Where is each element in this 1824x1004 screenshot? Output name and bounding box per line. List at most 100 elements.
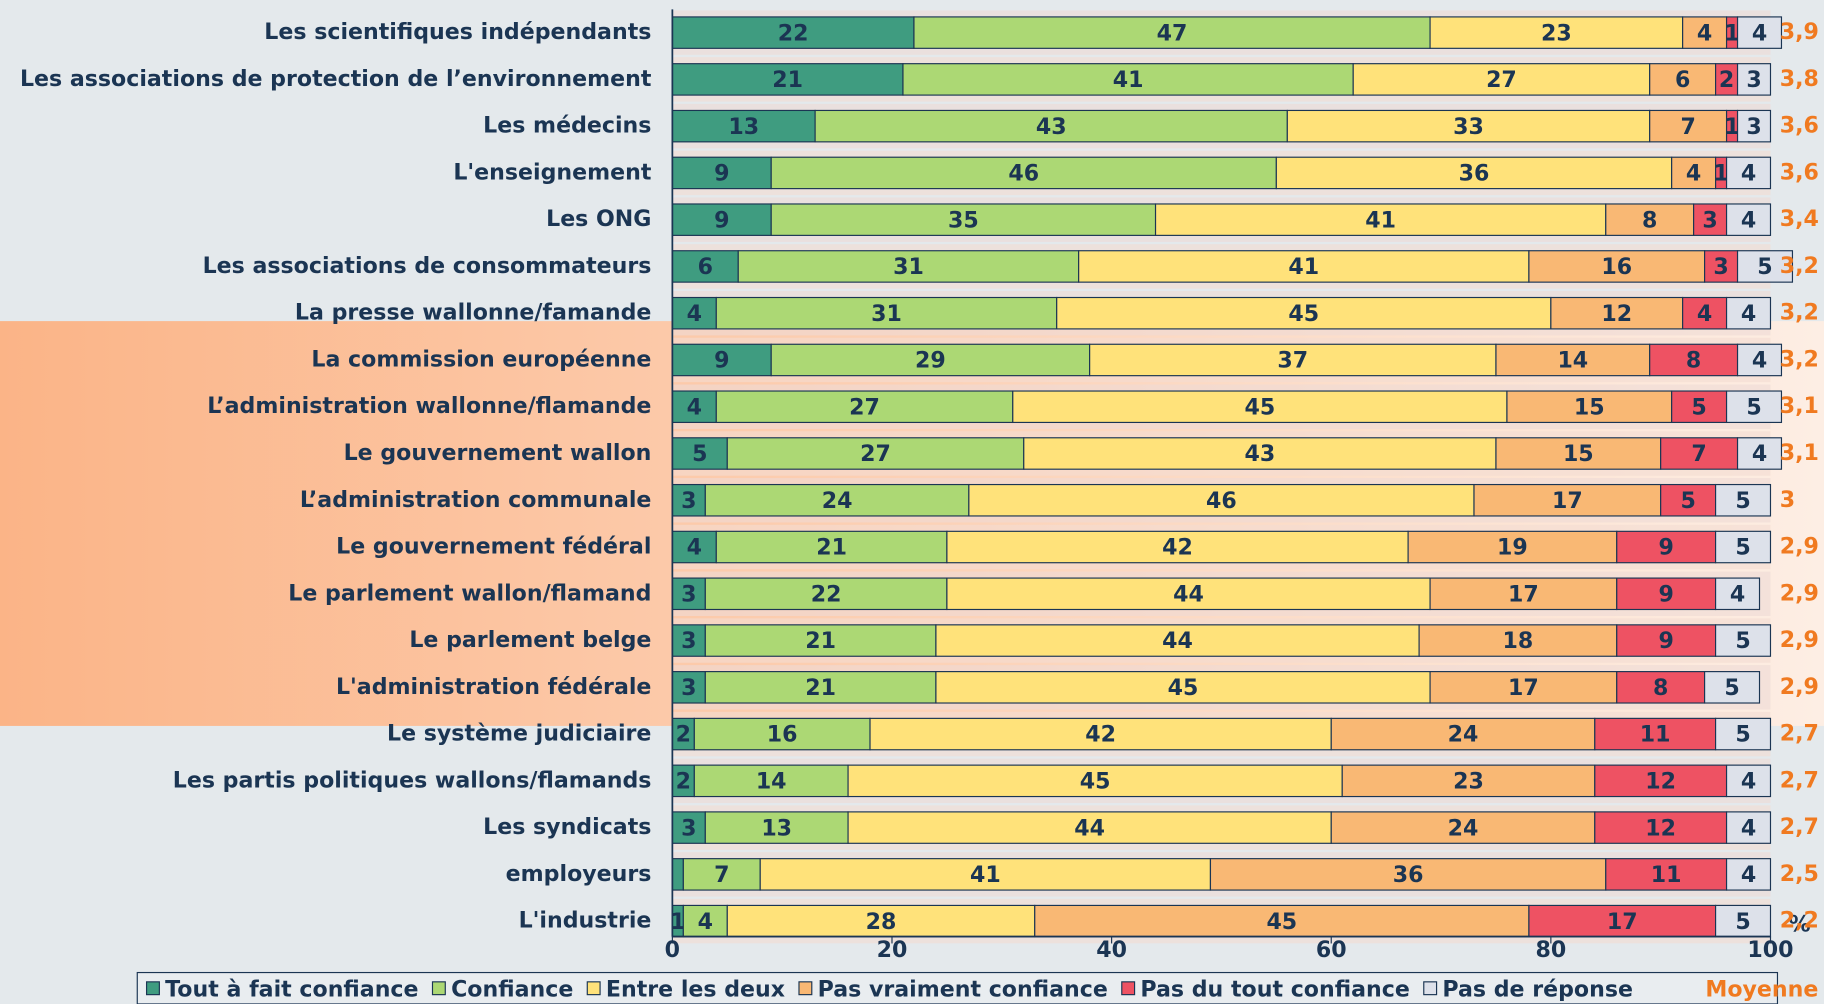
mean-label: 3,2 — [1780, 253, 1819, 279]
bar-label: 4 — [1741, 862, 1756, 888]
bar-segment — [1286, 109, 1651, 143]
bar-label: 3 — [1713, 254, 1728, 280]
bar-label: 3 — [1746, 114, 1761, 140]
bar-label: 45 — [1266, 909, 1297, 935]
bar-segment — [1725, 156, 1772, 190]
bar-label: 4 — [1741, 768, 1756, 794]
bar-segment — [1429, 16, 1684, 49]
bar-label: 5 — [1735, 909, 1750, 935]
bar-segment — [1660, 483, 1717, 517]
bar-label: 4 — [1741, 301, 1756, 327]
bar-segment — [1330, 717, 1596, 751]
bar-label: 3 — [1702, 207, 1717, 233]
bar-label: 1 — [1724, 114, 1739, 140]
legend-swatch — [431, 981, 446, 996]
category-label: Le système judiciaire — [387, 721, 651, 747]
bar-segment — [1605, 858, 1728, 891]
bar-label: 45 — [1080, 768, 1111, 794]
bar-label: 3 — [681, 581, 696, 607]
bar-segment — [1418, 624, 1618, 657]
category-label: La commission européenne — [311, 346, 651, 372]
bar-label: 1 — [670, 909, 685, 935]
bar-label: 45 — [1244, 394, 1275, 420]
mean-label: 3,2 — [1780, 346, 1819, 372]
bar-segment — [946, 530, 1409, 564]
bar-segment — [1528, 250, 1706, 283]
bar-segment — [1407, 530, 1618, 564]
mean-label: 3,6 — [1780, 113, 1819, 139]
bar-segment — [1550, 296, 1684, 330]
bar-label: 46 — [1206, 488, 1237, 514]
mean-label: 2,9 — [1780, 534, 1819, 560]
bar-segment — [1616, 530, 1717, 564]
mean-label: 2,9 — [1780, 580, 1819, 606]
bar-label: 3 — [681, 628, 696, 654]
bar-segment — [715, 296, 1058, 330]
category-label: L'enseignement — [453, 159, 652, 185]
bar-label: 43 — [1244, 441, 1275, 467]
mean-label: 3,1 — [1780, 393, 1819, 419]
bar-segment — [671, 390, 717, 424]
bar-label: 7 — [1680, 114, 1695, 140]
bar-label: 8 — [1653, 675, 1668, 701]
bar-label: 44 — [1173, 581, 1204, 607]
bar-segment — [671, 811, 706, 844]
bar-segment — [726, 904, 1036, 938]
bar-label: 15 — [1563, 441, 1594, 467]
legend-label: Pas vraiment confiance — [818, 976, 1108, 1002]
bar-segment — [715, 390, 1014, 424]
bar-label: 23 — [1453, 768, 1484, 794]
bar-segment — [1693, 203, 1728, 236]
bar-segment — [671, 203, 772, 236]
bar-label: 6 — [698, 254, 713, 280]
bar-segment — [770, 156, 1277, 190]
bar-segment — [671, 63, 904, 96]
bar-segment — [1736, 63, 1772, 96]
bar-label: 41 — [1365, 207, 1396, 233]
bar-label: 21 — [805, 628, 836, 654]
bar-segment — [1012, 390, 1508, 424]
bar-segment — [671, 296, 717, 330]
x-tick-label: 20 — [877, 937, 908, 963]
bar-segment — [935, 671, 1431, 704]
bar-segment — [1209, 858, 1607, 891]
bar-label: 41 — [970, 862, 1001, 888]
bar-label: 4 — [1741, 161, 1756, 187]
mean-label: 3,9 — [1780, 19, 1819, 45]
bar-segment — [1725, 858, 1772, 891]
mean-label: 2,9 — [1780, 627, 1819, 653]
bar-label: 3 — [681, 815, 696, 841]
category-label: Les syndicats — [483, 814, 651, 840]
bar-label: 4 — [1752, 348, 1767, 374]
bar-segment — [770, 343, 1091, 377]
bar-label: 4 — [1686, 161, 1701, 187]
category-label: L’administration communale — [300, 487, 652, 513]
bar-label: 5 — [1691, 394, 1706, 420]
bar-segment — [671, 109, 816, 143]
bar-segment — [913, 16, 1431, 49]
bar-segment — [1736, 343, 1783, 377]
legend-label: Entre les deux — [606, 976, 785, 1002]
bar-label: 5 — [692, 441, 707, 467]
bar-segment — [1649, 109, 1728, 143]
bar-label: 36 — [1393, 862, 1424, 888]
bar-label: 4 — [698, 909, 713, 935]
legend-swatch — [586, 981, 601, 996]
bar-segment — [1736, 16, 1783, 49]
legend-swatch — [1121, 981, 1136, 996]
bar-label: 41 — [1288, 254, 1319, 280]
legend-label: Pas du tout confiance — [1140, 976, 1409, 1002]
bar-label: 21 — [816, 535, 847, 561]
bar-label: 45 — [1288, 301, 1319, 327]
bar-label: 2 — [676, 722, 691, 748]
bar-segment — [1682, 16, 1728, 49]
legend-swatch — [145, 981, 160, 996]
bar-segment — [1023, 437, 1497, 470]
bar-segment — [1725, 764, 1772, 798]
bar-label: 18 — [1503, 628, 1534, 654]
mean-label: 2,7 — [1780, 767, 1819, 793]
bar-label: 9 — [1658, 581, 1673, 607]
bar-label: 1 — [1713, 161, 1728, 187]
bar-label: 46 — [1008, 161, 1039, 187]
